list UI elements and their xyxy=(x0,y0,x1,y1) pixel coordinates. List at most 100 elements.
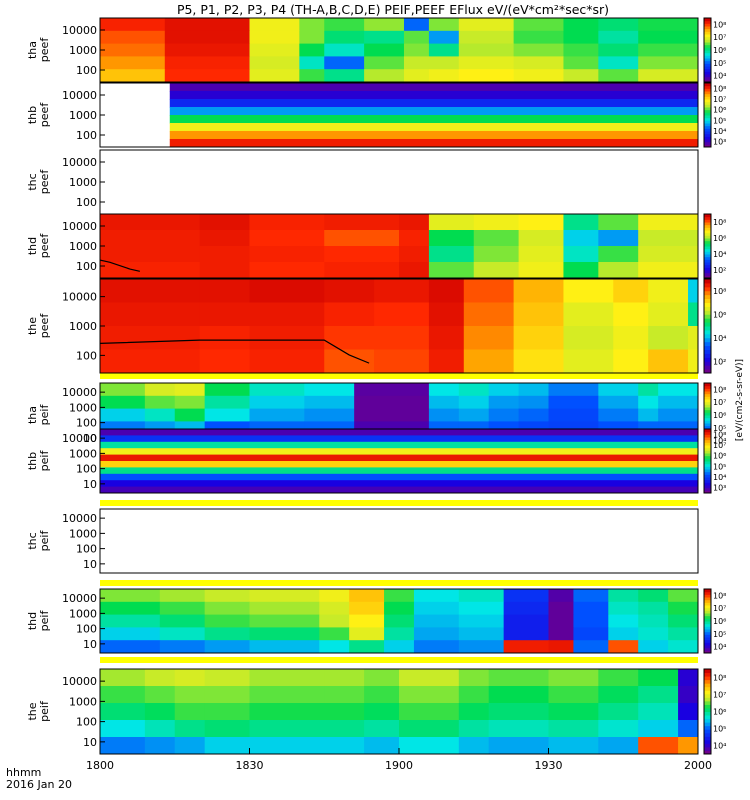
y-tick-label: 10000 xyxy=(62,432,97,445)
heatmap-cell xyxy=(100,302,201,327)
colorbar-swatch xyxy=(704,28,711,32)
heatmap-cell xyxy=(354,395,400,410)
heatmap-cell xyxy=(638,69,699,83)
colorbar: 10² 10⁴ 10⁶ 10⁸ xyxy=(703,278,726,374)
colorbar-swatch xyxy=(704,485,711,489)
colorbar-tick-label: 10⁶ xyxy=(713,106,726,115)
colorbar-tick-label: 10⁸ xyxy=(713,385,726,394)
y-tick-label: 100 xyxy=(76,129,97,142)
heatmap-cell xyxy=(174,703,206,721)
heatmap-cell xyxy=(199,326,250,350)
heatmap-cell xyxy=(159,640,206,654)
heatmap-cell xyxy=(199,262,250,279)
heatmap-cell xyxy=(249,737,325,755)
heatmap-cell xyxy=(458,589,505,603)
colorbar-swatch xyxy=(704,275,711,279)
colorbar-swatch xyxy=(704,423,711,427)
heatmap-cell xyxy=(638,669,679,687)
heatmap-cell xyxy=(613,326,649,350)
colorbar-swatch xyxy=(704,447,711,451)
heatmap-cell xyxy=(204,601,250,616)
heatmap-cell xyxy=(100,703,146,721)
heatmap-cell xyxy=(518,395,549,410)
heatmap-cell xyxy=(638,214,699,231)
colorbar-swatch xyxy=(704,634,711,638)
colorbar-swatch xyxy=(704,326,711,331)
heatmap-cell xyxy=(403,43,430,57)
heatmap-cell xyxy=(324,349,375,374)
heatmap-cell xyxy=(518,214,564,231)
colorbar-swatch xyxy=(704,227,711,231)
heatmap-cell xyxy=(399,383,430,397)
heatmap-cell xyxy=(513,302,564,327)
colorbar-tick-label: 10⁸ xyxy=(713,430,726,439)
heatmap-cell xyxy=(428,349,465,374)
colorbar-swatch xyxy=(704,686,711,691)
heatmap-cell xyxy=(204,383,250,397)
colorbar-swatch xyxy=(704,79,711,83)
panel-label: tha peif xyxy=(26,404,51,426)
panel-label: thb peef xyxy=(26,102,51,128)
heatmap-cell xyxy=(598,43,639,57)
x-tick-label: 1830 xyxy=(236,759,264,772)
probe-label: thd xyxy=(26,237,39,255)
colorbar-swatch xyxy=(704,474,711,478)
colorbar-swatch xyxy=(704,645,711,649)
heatmap-cell xyxy=(463,302,515,327)
heatmap-cell xyxy=(249,686,325,704)
colorbar-swatch xyxy=(704,133,711,137)
heatmap-cell xyxy=(324,686,365,704)
colorbar-tick-label: 10⁴ xyxy=(713,437,726,446)
heatmap-cell xyxy=(658,408,699,422)
heatmap-cell xyxy=(174,408,206,422)
colorbar-swatch xyxy=(704,246,711,250)
colorbar-swatch xyxy=(704,711,711,716)
heatmap-cell xyxy=(249,614,320,628)
heatmap-cell xyxy=(399,737,460,755)
colorbar-swatch xyxy=(704,136,711,140)
heatmap-cell xyxy=(384,614,415,628)
colorbar-swatch xyxy=(704,466,711,470)
product-label: peef xyxy=(38,233,51,259)
x-tick-label: 1800 xyxy=(86,759,114,772)
y-tick-label: 10000 xyxy=(62,386,97,399)
heatmap-cell xyxy=(598,214,639,231)
y-tick-label: 10 xyxy=(83,638,97,651)
colorbar-swatch xyxy=(704,144,711,148)
y-tick-label: 100 xyxy=(76,64,97,77)
colorbar-tick-label: 10⁶ xyxy=(713,708,726,717)
heatmap-cell xyxy=(204,395,250,410)
colorbar-swatch xyxy=(704,615,711,619)
probe-label: thb xyxy=(26,106,39,124)
colorbar-swatch xyxy=(704,461,711,465)
y-tick-label: 1000 xyxy=(69,240,97,253)
heatmap-cell xyxy=(374,349,430,374)
heatmap-cell xyxy=(678,669,699,687)
heatmap-cell xyxy=(613,349,649,374)
colorbar-swatch xyxy=(704,120,711,124)
heatmap-cell xyxy=(428,69,460,83)
heatmap-cell xyxy=(573,640,609,654)
heatmap-cell xyxy=(100,18,166,32)
heatmap-cell xyxy=(159,627,206,641)
heatmap-cell xyxy=(648,302,689,327)
heatmap-cell xyxy=(204,737,250,755)
heatmap-cell xyxy=(608,614,639,628)
heatmap-cell xyxy=(638,262,699,279)
heatmap-cell xyxy=(638,30,699,45)
heatmap-cell xyxy=(513,279,564,303)
colorbar-swatch xyxy=(704,610,711,614)
colorbar-swatch xyxy=(704,314,711,319)
colorbar-swatch xyxy=(704,469,711,473)
heatmap-cell xyxy=(473,262,520,279)
heatmap-cell xyxy=(598,18,639,32)
colorbar-swatch xyxy=(704,66,711,70)
heatmap-cell xyxy=(488,383,520,397)
heatmap-cell xyxy=(204,720,250,738)
heatmap-cell xyxy=(249,720,325,738)
spectrogram-panel: 100 1000 10000 thd peef 10² 10⁴ 10⁶ 10⁸ xyxy=(26,213,726,279)
colorbar-swatch xyxy=(704,357,711,362)
colorbar-frame xyxy=(703,213,712,279)
colorbar-swatch xyxy=(704,482,711,486)
